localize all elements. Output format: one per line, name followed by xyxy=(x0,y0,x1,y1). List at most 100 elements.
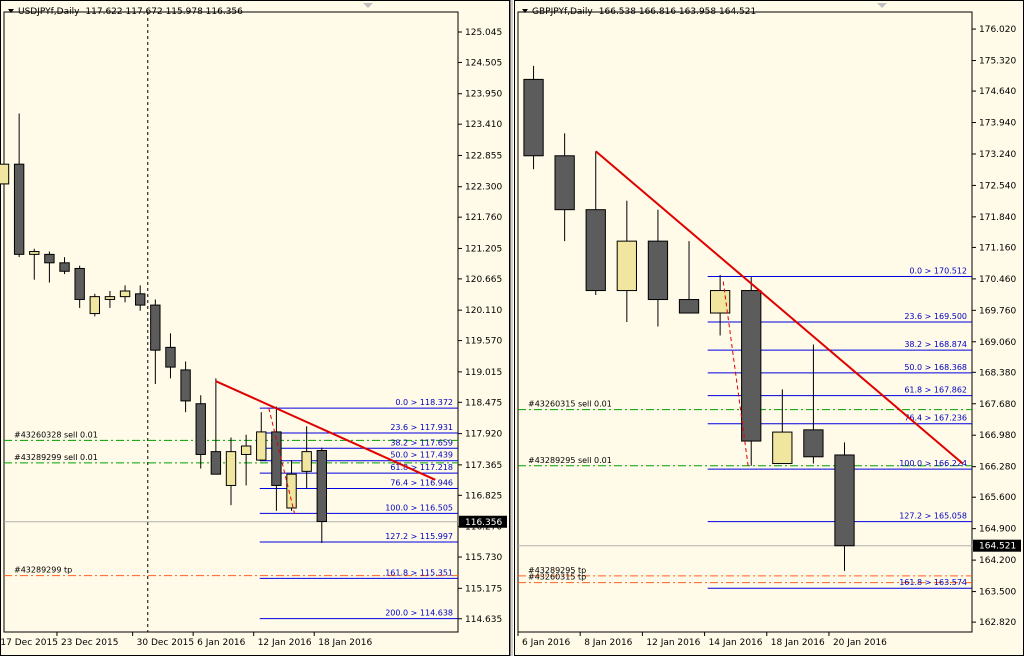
bear-candle xyxy=(13,163,25,255)
fib-level-label: 50.0 > 168.368 xyxy=(904,363,967,372)
bear-candle xyxy=(554,155,575,211)
y-tick-label: 121.205 xyxy=(465,244,502,254)
usdjpy-chart[interactable]: 125.045 124.505 123.950 123.410 122.855 122.3… xyxy=(0,0,510,656)
y-tick-label: 166.280 xyxy=(979,463,1016,473)
fib-level-label: 0.0 > 170.512 xyxy=(909,267,967,276)
bull-candle xyxy=(119,290,131,298)
gbpjpy-chart[interactable]: 176.020 175.320 174.640 173.940 173.240 172.5… xyxy=(514,0,1024,656)
bear-candle xyxy=(523,78,544,157)
x-tick-label: 18 Jan 2016 xyxy=(771,638,825,648)
order-label: #43289299 sell 0.01 xyxy=(14,453,98,462)
y-tick-label: 123.950 xyxy=(465,90,502,100)
x-tick-label: 6 Jan 2016 xyxy=(522,638,570,648)
bull-candle xyxy=(240,445,252,455)
bull-candle xyxy=(616,240,637,292)
bull-candle xyxy=(29,251,40,255)
bear-candle xyxy=(74,267,85,300)
fib-level-label: 0.0 > 118.372 xyxy=(395,398,453,407)
fib-level-label: 50.0 > 117.439 xyxy=(390,451,453,460)
plot-border xyxy=(3,11,459,633)
fib-level-label: 76.4 > 116.946 xyxy=(390,478,453,487)
bear-candle xyxy=(135,293,146,306)
y-tick-label: 167.680 xyxy=(979,400,1016,410)
bull-candle xyxy=(256,431,267,461)
y-tick-label: 120.110 xyxy=(465,306,502,316)
x-tick-label: 23 Dec 2015 xyxy=(61,638,119,648)
y-tick-label: 120.665 xyxy=(465,275,502,285)
y-tick-label: 171.840 xyxy=(979,213,1016,223)
x-tick-label: 12 Jan 2016 xyxy=(646,638,700,648)
chart-background xyxy=(1,1,509,655)
bear-candle xyxy=(741,290,762,442)
bear-candle xyxy=(165,346,176,368)
current-price-tag xyxy=(459,515,507,528)
bear-candle xyxy=(678,299,700,314)
fib-level-label: 38.2 > 168.874 xyxy=(904,340,967,349)
bear-candle xyxy=(834,454,855,547)
bull-candle xyxy=(225,451,237,486)
bear-candle xyxy=(180,369,191,402)
fib-level-label: 161.8 > 163.574 xyxy=(899,578,967,587)
bear-candle xyxy=(195,403,206,455)
current-price-label: 164.521 xyxy=(979,542,1016,552)
y-tick-label: 165.600 xyxy=(979,493,1016,503)
y-tick-label: 163.500 xyxy=(979,588,1016,598)
y-tick-label: 124.505 xyxy=(465,58,502,68)
x-tick-label: 17 Dec 2015 xyxy=(0,638,58,648)
symbol-label: USDJPYf,Daily xyxy=(18,7,80,17)
bull-candle xyxy=(0,163,10,185)
fib-level-label: 23.6 > 117.931 xyxy=(390,423,453,432)
fib-level-label: 23.6 > 169.500 xyxy=(904,312,967,321)
symbol-label: GBPJPYf,Daily xyxy=(532,7,593,17)
y-tick-label: 169.760 xyxy=(979,306,1016,316)
dropdown-arrow-icon xyxy=(522,9,528,13)
x-tick-label: 14 Jan 2016 xyxy=(709,638,763,648)
x-tick-label: 6 Jan 2016 xyxy=(197,638,245,648)
bear-candle xyxy=(271,431,282,486)
bull-candle xyxy=(104,296,116,300)
y-tick-label: 164.200 xyxy=(979,556,1016,566)
y-tick-label: 115.730 xyxy=(465,553,502,563)
gbpjpy-chart-panel[interactable]: 176.020 175.320 174.640 173.940 173.240 172.5… xyxy=(514,0,1024,656)
fib-level-label: 127.2 > 115.997 xyxy=(385,532,453,541)
order-label: #43289299 tp xyxy=(14,566,72,575)
order-label: #43289295 tp xyxy=(528,566,586,575)
chart-background xyxy=(515,1,1023,655)
bull-candle xyxy=(286,473,297,509)
bear-candle xyxy=(585,209,606,292)
fib-level-label: 127.2 > 165.058 xyxy=(899,512,967,521)
fib-level-label: 100.0 > 116.505 xyxy=(385,503,453,512)
y-tick-label: 119.570 xyxy=(465,337,502,347)
chart-title: GBPJPYf,Daily 166.538 166.816 163.958 164… xyxy=(532,7,756,17)
y-tick-label: 115.175 xyxy=(465,584,502,594)
y-tick-label: 171.160 xyxy=(979,243,1016,253)
trendline xyxy=(215,380,436,481)
fib-level-label: 161.8 > 115.351 xyxy=(385,568,453,577)
bear-candle xyxy=(647,240,669,301)
y-tick-label: 118.475 xyxy=(465,398,502,408)
bear-candle xyxy=(59,262,70,272)
y-tick-label: 121.760 xyxy=(465,213,502,223)
y-tick-label: 125.045 xyxy=(465,28,502,38)
y-tick-label: 173.240 xyxy=(979,150,1016,160)
x-tick-label: 20 Jan 2016 xyxy=(833,638,887,648)
fib-level-label: 76.4 > 167.236 xyxy=(904,414,967,423)
y-tick-label: 162.820 xyxy=(979,618,1016,628)
fib-level-label: 61.8 > 167.862 xyxy=(904,386,967,395)
fib-level-label: 200.0 > 114.638 xyxy=(385,609,453,618)
x-tick-label: 12 Jan 2016 xyxy=(258,638,312,648)
order-label: #43289295 sell 0.01 xyxy=(528,456,612,465)
bear-candle xyxy=(803,429,824,458)
panel-divider[interactable] xyxy=(510,0,514,656)
bull-candle xyxy=(301,451,312,472)
y-tick-label: 175.320 xyxy=(979,57,1016,67)
y-tick-label: 117.365 xyxy=(465,461,502,471)
y-tick-label: 123.410 xyxy=(465,120,502,130)
usdjpy-chart-panel[interactable]: 125.045 124.505 123.950 123.410 122.855 122.3… xyxy=(0,0,510,656)
y-tick-label: 114.635 xyxy=(465,615,502,625)
y-tick-label: 122.855 xyxy=(465,151,502,161)
y-tick-label: 172.540 xyxy=(979,181,1016,191)
order-label: #43260328 sell 0.01 xyxy=(14,430,98,439)
y-tick-label: 119.015 xyxy=(465,368,502,378)
y-tick-label: 164.900 xyxy=(979,525,1016,535)
